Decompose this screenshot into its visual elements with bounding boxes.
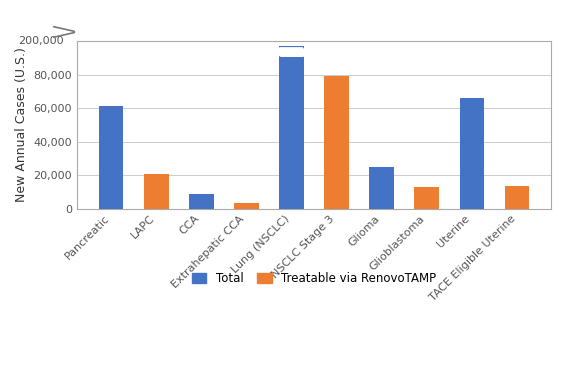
Bar — [324, 76, 349, 209]
Bar — [279, 46, 304, 209]
Bar — [505, 186, 529, 209]
Bar — [414, 187, 439, 209]
Bar — [98, 107, 123, 209]
Bar — [144, 174, 169, 209]
Bar — [189, 194, 213, 209]
Legend: Total, Treatable via RenovoTAMP: Total, Treatable via RenovoTAMP — [187, 267, 441, 290]
Bar — [460, 98, 484, 209]
Bar — [234, 203, 259, 209]
Text: 200,000: 200,000 — [18, 36, 63, 46]
Bar — [369, 167, 394, 209]
Y-axis label: New Annual Cases (U.S.): New Annual Cases (U.S.) — [15, 47, 28, 202]
